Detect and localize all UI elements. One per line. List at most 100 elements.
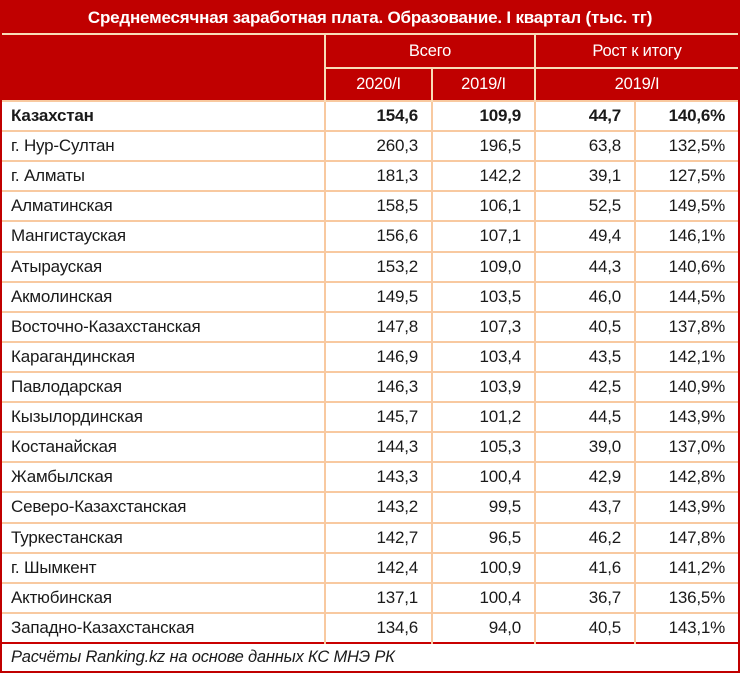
growth-abs-cell: 42,5 bbox=[534, 370, 635, 403]
growth-pct-cell: 137,0% bbox=[633, 431, 739, 463]
total-2020-cell: 143,2 bbox=[324, 491, 432, 523]
total-2020-cell: 154,6 bbox=[324, 99, 432, 132]
total-2019-cell: 103,9 bbox=[431, 370, 535, 403]
total-2020-cell: 143,3 bbox=[324, 461, 432, 493]
table-footer: Расчёты Ranking.kz на основе данных КС М… bbox=[2, 642, 739, 671]
growth-abs-cell: 43,7 bbox=[534, 491, 635, 523]
region-column-header bbox=[2, 34, 325, 101]
growth-pct-cell: 140,6% bbox=[633, 99, 739, 132]
table-row: г. Шымкент 142,4 100,9 41,6 141,2% bbox=[2, 551, 739, 583]
total-2019-cell: 106,1 bbox=[431, 190, 535, 222]
growth-abs-cell: 41,6 bbox=[534, 551, 635, 583]
total-2019-cell: 105,3 bbox=[431, 431, 535, 463]
total-2019-cell: 94,0 bbox=[431, 611, 535, 643]
total-2020-cell: 145,7 bbox=[324, 401, 432, 433]
growth-pct-cell: 142,8% bbox=[633, 461, 739, 493]
table-header: Среднемесячная заработная плата. Образов… bbox=[2, 2, 739, 101]
growth-abs-cell: 44,5 bbox=[534, 401, 635, 433]
growth-abs-cell: 44,7 bbox=[534, 99, 635, 132]
table-row: г. Нур-Султан 260,3 196,5 63,8 132,5% bbox=[2, 130, 739, 162]
table-row: Карагандинская 146,9 103,4 43,5 142,1% bbox=[2, 340, 739, 372]
total-2020-cell: 146,3 bbox=[324, 370, 432, 403]
total-2020-cell: 144,3 bbox=[324, 431, 432, 463]
total-2019-cell: 103,5 bbox=[431, 280, 535, 312]
growth-pct-cell: 143,9% bbox=[633, 401, 739, 433]
table-row: Алматинская 158,5 106,1 52,5 149,5% bbox=[2, 190, 739, 222]
region-cell: Кызылординская bbox=[2, 401, 325, 433]
column-header-2019: 2019/I bbox=[431, 67, 535, 101]
growth-abs-cell: 44,3 bbox=[534, 250, 635, 282]
total-2019-cell: 109,9 bbox=[431, 99, 535, 132]
growth-abs-cell: 43,5 bbox=[534, 340, 635, 372]
header-group-row: Всего Рост к итогу bbox=[2, 34, 739, 101]
growth-abs-cell: 46,2 bbox=[534, 521, 635, 553]
table-row: Жамбылская 143,3 100,4 42,9 142,8% bbox=[2, 461, 739, 493]
total-2019-cell: 107,1 bbox=[431, 220, 535, 252]
region-cell: Северо-Казахстанская bbox=[2, 491, 325, 523]
region-cell: Мангистауская bbox=[2, 220, 325, 252]
table-row: Кызылординская 145,7 101,2 44,5 143,9% bbox=[2, 401, 739, 433]
growth-pct-cell: 127,5% bbox=[633, 160, 739, 192]
growth-pct-cell: 147,8% bbox=[633, 521, 739, 553]
table-row: г. Алматы 181,3 142,2 39,1 127,5% bbox=[2, 160, 739, 192]
header-subcolumn-row: 2020/I 2019/I 2019/I bbox=[2, 67, 739, 101]
growth-abs-cell: 52,5 bbox=[534, 190, 635, 222]
growth-pct-cell: 136,5% bbox=[633, 581, 739, 613]
total-2019-cell: 142,2 bbox=[431, 160, 535, 192]
table-row: Павлодарская 146,3 103,9 42,5 140,9% bbox=[2, 370, 739, 403]
total-2020-cell: 147,8 bbox=[324, 310, 432, 342]
growth-abs-cell: 42,9 bbox=[534, 461, 635, 493]
total-2019-cell: 109,0 bbox=[431, 250, 535, 282]
region-cell: г. Алматы bbox=[2, 160, 325, 192]
total-2020-cell: 156,6 bbox=[324, 220, 432, 252]
region-cell: Западно-Казахстанская bbox=[2, 611, 325, 643]
table-body: Казахстан 154,6 109,9 44,7 140,6% г. Нур… bbox=[2, 99, 739, 643]
column-group-total: Всего bbox=[324, 34, 535, 68]
total-2019-cell: 100,4 bbox=[431, 581, 535, 613]
table-row: Актюбинская 137,1 100,4 36,7 136,5% bbox=[2, 581, 739, 613]
source-row: Расчёты Ranking.kz на основе данных КС М… bbox=[2, 642, 739, 671]
total-2019-cell: 99,5 bbox=[431, 491, 535, 523]
growth-abs-cell: 63,8 bbox=[534, 130, 635, 162]
table-row: Казахстан 154,6 109,9 44,7 140,6% bbox=[2, 99, 739, 132]
table-row: Костанайская 144,3 105,3 39,0 137,0% bbox=[2, 431, 739, 463]
column-header-2020: 2020/I bbox=[324, 67, 432, 101]
growth-abs-cell: 39,0 bbox=[534, 431, 635, 463]
growth-pct-cell: 149,5% bbox=[633, 190, 739, 222]
growth-pct-cell: 143,1% bbox=[633, 611, 739, 643]
total-2020-cell: 260,3 bbox=[324, 130, 432, 162]
region-cell: Костанайская bbox=[2, 431, 325, 463]
region-cell: г. Шымкент bbox=[2, 551, 325, 583]
growth-abs-cell: 40,5 bbox=[534, 310, 635, 342]
growth-pct-cell: 140,6% bbox=[633, 250, 739, 282]
growth-pct-cell: 143,9% bbox=[633, 491, 739, 523]
growth-abs-cell: 36,7 bbox=[534, 581, 635, 613]
region-cell: Павлодарская bbox=[2, 370, 325, 403]
region-cell: Казахстан bbox=[2, 99, 325, 132]
source-note: Расчёты Ranking.kz на основе данных КС М… bbox=[2, 642, 739, 671]
total-2019-cell: 100,4 bbox=[431, 461, 535, 493]
region-cell: Жамбылская bbox=[2, 461, 325, 493]
total-2020-cell: 146,9 bbox=[324, 340, 432, 372]
region-cell: Алматинская bbox=[2, 190, 325, 222]
column-group-growth: Рост к итогу bbox=[533, 34, 739, 68]
total-2020-cell: 142,7 bbox=[324, 521, 432, 553]
table-title: Среднемесячная заработная плата. Образов… bbox=[2, 2, 739, 35]
table-row: Мангистауская 156,6 107,1 49,4 146,1% bbox=[2, 220, 739, 252]
total-2019-cell: 101,2 bbox=[431, 401, 535, 433]
growth-abs-cell: 40,5 bbox=[534, 611, 635, 643]
region-cell: Туркестанская bbox=[2, 521, 325, 553]
growth-pct-cell: 140,9% bbox=[633, 370, 739, 403]
growth-pct-cell: 146,1% bbox=[633, 220, 739, 252]
total-2020-cell: 134,6 bbox=[324, 611, 432, 643]
table-row: Северо-Казахстанская 143,2 99,5 43,7 143… bbox=[2, 491, 739, 523]
total-2020-cell: 142,4 bbox=[324, 551, 432, 583]
total-2020-cell: 153,2 bbox=[324, 250, 432, 282]
total-2020-cell: 137,1 bbox=[324, 581, 432, 613]
total-2020-cell: 149,5 bbox=[324, 280, 432, 312]
region-cell: г. Нур-Султан bbox=[2, 130, 325, 162]
total-2019-cell: 100,9 bbox=[431, 551, 535, 583]
region-cell: Восточно-Казахстанская bbox=[2, 310, 325, 342]
